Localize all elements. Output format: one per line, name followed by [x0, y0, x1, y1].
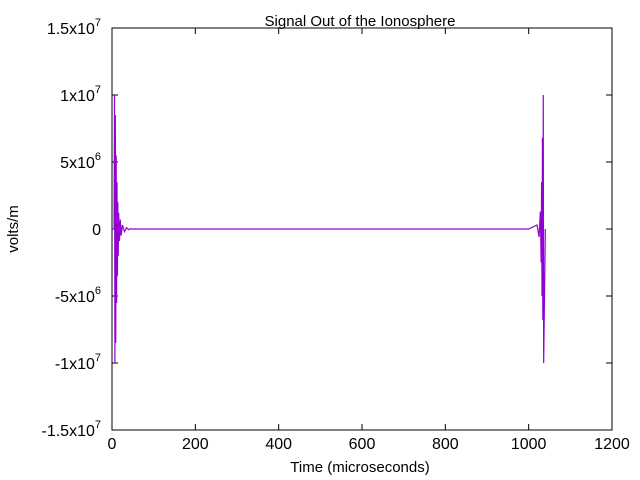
y-tick-label: 5x106: [60, 151, 101, 172]
y-tick-label: -1.5x107: [42, 419, 102, 440]
chart-title: Signal Out of the Ionosphere: [265, 13, 456, 30]
y-tick-label: -5x106: [55, 285, 101, 306]
x-tick-label: 200: [182, 436, 209, 453]
x-tick-label: 0: [108, 436, 117, 453]
y-tick-label: -1x107: [55, 352, 101, 373]
y-tick-label: 1.5x107: [47, 17, 101, 38]
x-axis: 0 200 400 600 800 1000 1200: [108, 28, 630, 453]
x-axis-label: Time (microseconds): [290, 459, 429, 476]
x-tick-label: 800: [432, 436, 459, 453]
x-tick-label: 1000: [511, 436, 547, 453]
y-axis: 1.5x107 1x107 5x106 0 -5x106 -1x107 -1.5x107: [42, 17, 612, 440]
series-layer: [112, 94, 546, 364]
x-tick-label: 1200: [594, 436, 630, 453]
series-line: [112, 94, 546, 364]
x-tick-label: 600: [349, 436, 376, 453]
y-tick-label: 1x107: [60, 84, 101, 105]
y-axis-label: volts/m: [5, 205, 22, 253]
y-tick-label: 0: [92, 222, 101, 239]
x-tick-label: 400: [265, 436, 292, 453]
